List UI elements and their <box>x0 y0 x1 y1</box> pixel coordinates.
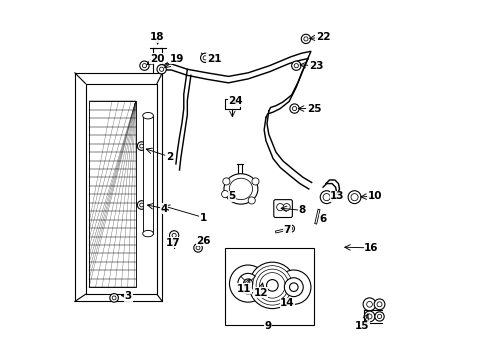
Text: 25: 25 <box>306 104 321 113</box>
Circle shape <box>291 61 300 70</box>
Circle shape <box>376 302 381 307</box>
Circle shape <box>200 53 209 63</box>
Text: 5: 5 <box>228 191 235 201</box>
Circle shape <box>366 314 371 319</box>
Circle shape <box>276 203 283 211</box>
Bar <box>89 102 135 287</box>
Circle shape <box>247 197 255 204</box>
Circle shape <box>350 194 357 201</box>
Circle shape <box>289 104 299 113</box>
Text: 9: 9 <box>264 321 271 332</box>
Text: 1: 1 <box>200 212 206 222</box>
Circle shape <box>243 279 252 288</box>
Circle shape <box>221 190 228 198</box>
Text: 13: 13 <box>329 191 344 201</box>
Ellipse shape <box>142 112 153 119</box>
Circle shape <box>323 194 329 201</box>
Circle shape <box>374 312 384 321</box>
Circle shape <box>172 233 176 238</box>
Circle shape <box>140 203 143 207</box>
Circle shape <box>256 269 288 302</box>
Text: 8: 8 <box>297 205 305 215</box>
Text: 24: 24 <box>228 96 243 107</box>
Circle shape <box>287 225 294 232</box>
Circle shape <box>283 203 290 211</box>
Text: 6: 6 <box>319 214 326 224</box>
Text: 11: 11 <box>237 284 251 294</box>
Circle shape <box>276 270 310 304</box>
Circle shape <box>364 311 374 322</box>
Text: 15: 15 <box>354 321 369 332</box>
Circle shape <box>140 61 149 70</box>
Circle shape <box>157 64 166 74</box>
Text: 20: 20 <box>149 54 164 64</box>
Circle shape <box>366 301 372 307</box>
Circle shape <box>284 278 303 297</box>
Text: 17: 17 <box>165 238 180 248</box>
Circle shape <box>320 191 332 203</box>
Text: 2: 2 <box>165 152 173 162</box>
Circle shape <box>294 64 298 68</box>
Circle shape <box>196 246 200 250</box>
Circle shape <box>259 273 285 298</box>
Circle shape <box>251 178 259 185</box>
Circle shape <box>110 294 118 302</box>
Circle shape <box>301 34 310 44</box>
Text: 22: 22 <box>315 32 330 42</box>
Circle shape <box>137 142 145 150</box>
Circle shape <box>203 56 207 60</box>
Circle shape <box>248 262 295 309</box>
Text: 3: 3 <box>124 291 132 301</box>
Circle shape <box>347 191 360 203</box>
Circle shape <box>137 201 145 209</box>
Ellipse shape <box>224 174 257 204</box>
Bar <box>224 248 313 325</box>
Text: 4: 4 <box>160 203 167 213</box>
Circle shape <box>229 265 266 302</box>
Circle shape <box>289 227 292 230</box>
Text: 19: 19 <box>169 54 183 64</box>
Text: 26: 26 <box>196 236 210 246</box>
Circle shape <box>159 67 163 71</box>
Circle shape <box>169 231 179 240</box>
Circle shape <box>252 266 291 305</box>
Ellipse shape <box>142 230 153 237</box>
Circle shape <box>193 244 202 252</box>
Circle shape <box>303 37 307 41</box>
Circle shape <box>142 64 146 68</box>
Ellipse shape <box>229 178 252 200</box>
Circle shape <box>373 299 384 310</box>
Circle shape <box>289 283 298 292</box>
Text: 7: 7 <box>283 225 290 235</box>
Text: 16: 16 <box>364 243 378 253</box>
Text: 23: 23 <box>308 61 323 71</box>
Text: 10: 10 <box>367 191 381 201</box>
Circle shape <box>377 314 381 319</box>
Circle shape <box>223 178 229 185</box>
Bar <box>224 99 240 109</box>
Circle shape <box>112 296 116 300</box>
FancyBboxPatch shape <box>273 200 292 217</box>
Circle shape <box>266 280 278 291</box>
Text: 21: 21 <box>206 54 221 64</box>
Text: 12: 12 <box>253 288 267 297</box>
Text: 14: 14 <box>280 298 294 308</box>
Text: 18: 18 <box>149 32 164 42</box>
Circle shape <box>292 107 296 111</box>
Circle shape <box>237 273 258 294</box>
Bar <box>142 116 153 234</box>
Circle shape <box>140 144 143 148</box>
Circle shape <box>363 298 375 311</box>
